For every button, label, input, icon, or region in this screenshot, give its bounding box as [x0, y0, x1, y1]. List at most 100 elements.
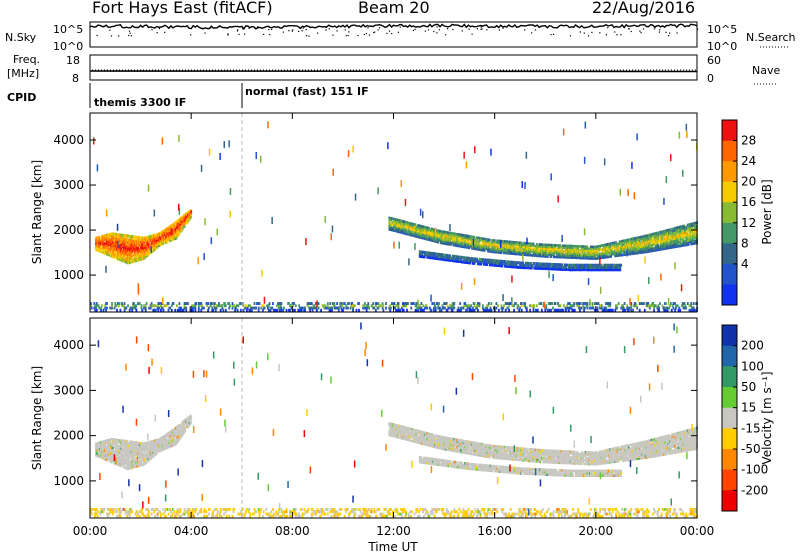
power-cell: [479, 237, 482, 240]
power-cell: [550, 255, 553, 258]
power-cell: [471, 257, 474, 261]
power-cell: [157, 241, 160, 244]
power-cell: [587, 278, 590, 286]
power-cell: [150, 246, 152, 254]
power-cell: [448, 243, 451, 246]
power-cell: [107, 251, 110, 255]
power-cell: [309, 306, 311, 310]
power-cell: [207, 308, 209, 312]
power-cell: [564, 244, 567, 247]
power-cell: [418, 306, 421, 310]
power-cell: [644, 256, 646, 264]
power-cell: [144, 255, 147, 259]
nsearch-point: [696, 28, 699, 30]
nsearch-point: [614, 31, 616, 33]
nsearch-point: [128, 34, 130, 37]
power-cell: [663, 197, 665, 205]
power-cell: [154, 243, 157, 246]
power-cell: [523, 249, 526, 253]
power-cell: [628, 244, 631, 248]
power-cell: [672, 245, 675, 249]
power-cell: [466, 308, 468, 312]
nsearch-point: [227, 33, 229, 35]
power-cell: [485, 260, 488, 264]
power-colorbar-swatch: [722, 222, 737, 244]
power-cell: [262, 306, 265, 310]
power-cell: [682, 237, 685, 241]
power-cell: [305, 238, 307, 246]
power-cell: [417, 299, 419, 307]
power-cell: [511, 297, 513, 305]
power-y-label: Slant Range [km]: [30, 160, 44, 264]
power-cell: [620, 251, 623, 255]
power-cell: [462, 306, 465, 310]
power-cell: [641, 302, 644, 305]
power-cell: [545, 251, 548, 254]
power-cell: [526, 237, 528, 245]
power-cell: [545, 304, 548, 308]
power-cell: [214, 308, 217, 312]
nsearch-point: [640, 31, 642, 34]
power-cell: [464, 244, 467, 247]
power-cell: [686, 302, 689, 305]
power-cell: [389, 308, 392, 312]
power-cell: [453, 244, 456, 247]
power-cell: [103, 244, 106, 247]
nsearch-point: [516, 26, 518, 28]
power-cell: [672, 233, 675, 237]
nsearch-point: [344, 29, 346, 31]
power-cell: [257, 306, 260, 310]
power-cell: [404, 198, 407, 206]
power-cell: [169, 306, 171, 310]
power-cell: [113, 256, 116, 259]
power-cell: [531, 264, 534, 268]
power-cell: [463, 240, 466, 243]
power-cell: [657, 237, 660, 241]
power-cell: [538, 302, 541, 305]
power-cell: [460, 258, 462, 261]
nsearch-point: [302, 27, 304, 29]
power-cell: [144, 304, 147, 308]
power-cell: [420, 302, 423, 305]
power-cell: [221, 306, 224, 310]
power-cell: [437, 252, 440, 256]
power-cell: [342, 306, 345, 310]
power-cell: [450, 237, 453, 241]
power-cell: [398, 225, 401, 228]
power-cell: [681, 237, 684, 241]
power-cell: [539, 266, 542, 270]
power-cell: [657, 304, 660, 308]
power-cell: [342, 302, 344, 305]
power-cell: [413, 225, 416, 228]
power-cell: [575, 302, 578, 305]
power-cell: [412, 302, 415, 305]
power-cell: [658, 308, 660, 312]
power-cell: [446, 231, 449, 234]
power-cell: [365, 308, 368, 312]
power-cell: [625, 239, 628, 242]
power-cell: [205, 302, 208, 305]
power-cell: [200, 308, 203, 312]
power-cell: [436, 229, 439, 232]
power-cell: [472, 245, 475, 248]
power-cell: [178, 207, 181, 215]
power-cell: [550, 267, 553, 271]
power-cell: [665, 245, 668, 248]
power-cell: [206, 304, 209, 308]
power-cell: [460, 282, 463, 290]
power-cell: [111, 306, 113, 310]
power-cell: [582, 256, 585, 260]
power-cell: [165, 304, 168, 308]
power-cell: [695, 225, 698, 229]
power-cell: [635, 304, 638, 308]
power-cell: [325, 306, 327, 310]
power-cell: [548, 271, 550, 279]
power-cell: [224, 308, 227, 312]
power-cell: [609, 253, 612, 256]
power-cell: [625, 243, 628, 246]
power-cell: [154, 235, 156, 239]
power-cell: [615, 241, 617, 244]
power-cell: [581, 251, 584, 254]
power-cell: [367, 304, 370, 308]
power-cell: [466, 259, 469, 262]
